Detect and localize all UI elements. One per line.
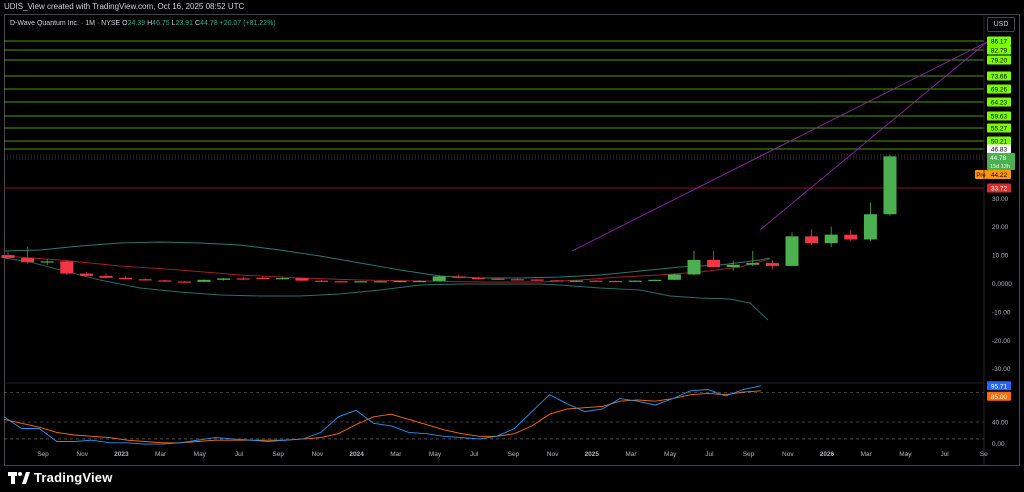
legend-open-label: O [122,20,128,27]
legend-close-value: 44.78 [200,20,218,27]
legend-low-label: L [171,20,176,27]
legend-low-value: 23.91 [175,20,194,27]
chart-frame [4,14,1020,466]
header-bar: UDIS_View created with TradingView.com, … [0,0,1024,14]
header-text: UDIS_View created with TradingView.com, … [4,2,245,11]
tradingview-logo[interactable]: TradingView [8,470,113,485]
tradingview-brand: TradingView [34,470,113,485]
legend-high-value: 46.75 [152,20,170,27]
legend-change-value: +20.07 (+81.22%) [219,20,276,27]
currency-button[interactable]: USD [987,17,1015,32]
tradingview-icon [8,471,30,484]
chart-legend: D-Wave Quantum Inc. · 1M · NYSE O24.39 H… [10,20,276,27]
legend-open-value: 24.39 [127,20,146,27]
footer [0,466,1024,492]
legend-title: D-Wave Quantum Inc. · 1M · NYSE [10,20,121,27]
legend-close-label: C [195,20,201,27]
legend-high-label: H [147,20,153,27]
